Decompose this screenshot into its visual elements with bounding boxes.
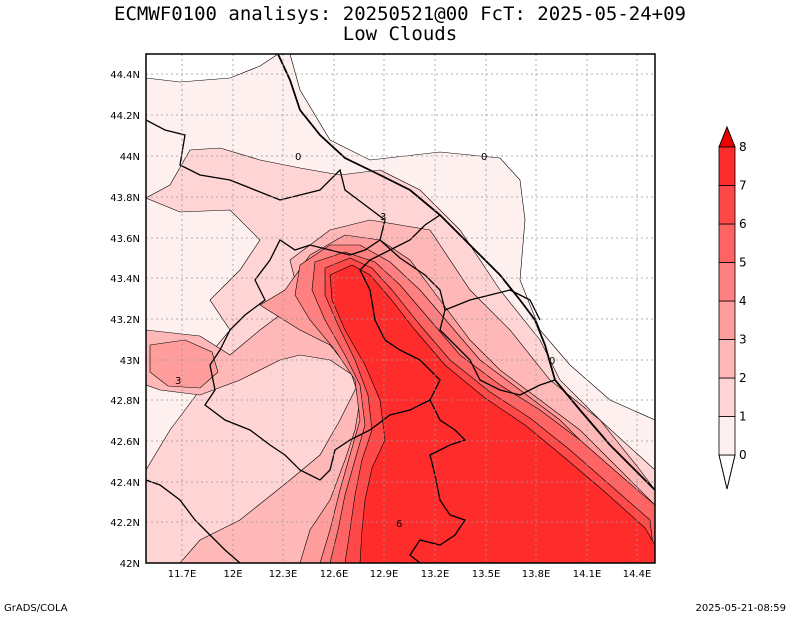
contour-label: 0 <box>481 152 487 163</box>
latitude-labels: 44.4N 44.2N 44N 43.8N 43.6N 43.4N 43.2N … <box>110 70 140 570</box>
lon-label: 12E <box>223 569 242 580</box>
lon-label: 14.1E <box>573 569 602 580</box>
lat-label: 43.6N <box>110 234 140 245</box>
region-boundary-5 <box>146 479 241 563</box>
colorbar-label: 3 <box>739 333 747 347</box>
region-boundary <box>146 119 441 481</box>
lat-label: 43.4N <box>110 274 140 285</box>
colorbar-label: 1 <box>739 410 747 424</box>
lon-label: 12.3E <box>269 569 298 580</box>
lat-label: 42.6N <box>110 437 140 448</box>
lon-label: 13.5E <box>472 569 501 580</box>
colorbar-swatch <box>718 146 736 186</box>
lat-label: 43.8N <box>110 193 140 204</box>
colorbar-label: 6 <box>739 217 747 231</box>
colorbar-under-arrow <box>718 454 736 490</box>
lat-label: 44.4N <box>110 70 140 81</box>
lat-label: 42.4N <box>110 478 140 489</box>
colorbar-swatch <box>718 185 736 225</box>
region-boundary-3 <box>444 289 541 321</box>
lon-label: 13.8E <box>522 569 551 580</box>
colorbar-label: 5 <box>739 256 747 270</box>
contour-label: 6 <box>396 519 402 530</box>
contour-label: 3 <box>175 376 181 387</box>
chart-subtitle: Low Clouds <box>342 23 458 45</box>
lat-label: 42.2N <box>110 518 140 529</box>
contour-label: 0 <box>549 356 555 367</box>
lat-label: 44.2N <box>110 111 140 122</box>
colorbar-swatch <box>718 416 736 456</box>
contour-label: 3 <box>380 212 386 223</box>
lat-label: 43.2N <box>110 315 140 326</box>
cloud-level-3b <box>149 339 219 389</box>
colorbar-label: 8 <box>739 140 747 154</box>
colorbar-swatch <box>718 262 736 302</box>
colorbar-label: 0 <box>739 448 747 462</box>
lat-label: 43N <box>120 356 140 367</box>
chart-title: ECMWF0100 analisys: 20250521@00 FcT: 202… <box>114 3 686 25</box>
coastline <box>277 54 655 491</box>
colorbar-label: 2 <box>739 371 747 385</box>
map-frame <box>145 53 656 564</box>
region-boundary-2 <box>379 239 556 396</box>
lat-label: 42N <box>120 559 140 570</box>
lon-label: 12.9E <box>370 569 399 580</box>
footer-software: GrADS/COLA <box>4 603 68 614</box>
contour-labels: 0 0 0 3 3 6 <box>175 152 555 530</box>
lat-label: 42.8N <box>110 396 140 407</box>
map-field <box>146 54 655 563</box>
contour-label: 0 <box>295 152 301 163</box>
colorbar: 0 1 2 3 4 5 6 7 8 <box>718 125 747 490</box>
region-boundary-4 <box>409 399 467 563</box>
colorbar-swatch <box>718 377 736 417</box>
footer-timestamp: 2025-05-21-08:59 <box>695 603 786 614</box>
lon-label: 11.7E <box>168 569 197 580</box>
colorbar-swatch <box>718 223 736 263</box>
lon-label: 13.2E <box>421 569 450 580</box>
lat-label: 44N <box>120 152 140 163</box>
colorbar-swatch <box>718 339 736 379</box>
lon-label: 14.4E <box>623 569 652 580</box>
colorbar-label: 4 <box>739 294 747 308</box>
colorbar-label: 7 <box>739 179 747 193</box>
colorbar-over-arrow <box>718 125 736 148</box>
colorbar-swatch <box>718 300 736 340</box>
lon-label: 12.6E <box>320 569 349 580</box>
longitude-labels: 11.7E 12E 12.3E 12.6E 12.9E 13.2E 13.5E … <box>168 569 652 580</box>
